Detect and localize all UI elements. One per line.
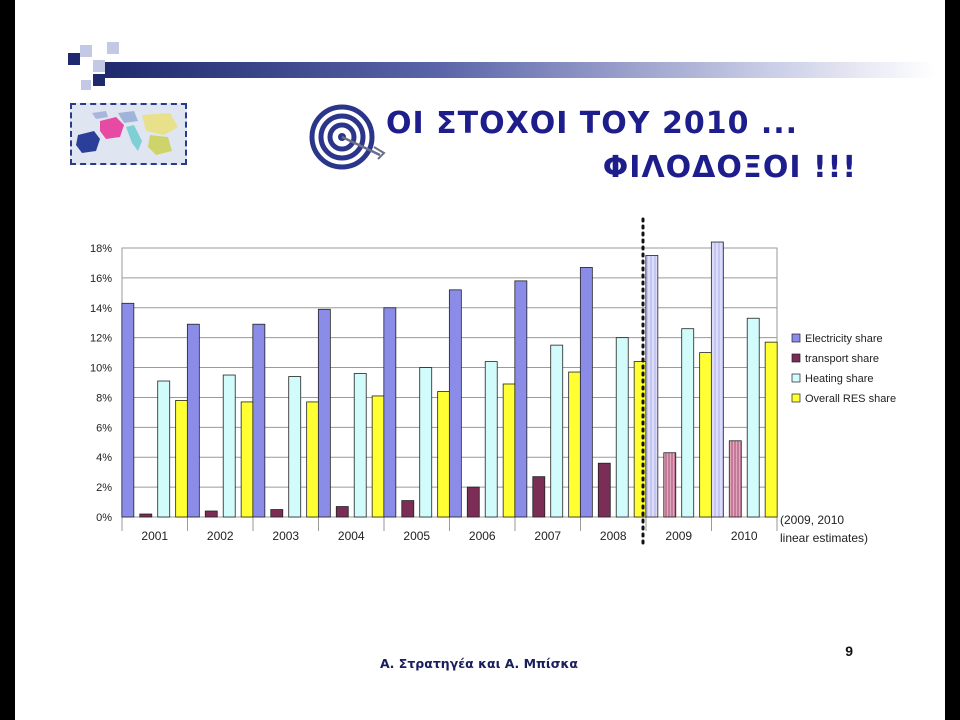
bar-electricity-share <box>121 302 135 518</box>
bar-transport-share <box>270 509 284 518</box>
bar-electricity-share <box>383 307 397 518</box>
bar-heating-share <box>550 344 564 518</box>
bar-overall-res-share <box>437 391 451 518</box>
chart-svg: 0% 2% 4% 6% 8% 10% 12% 14% 16% 18% 2001 2002 2003 200… <box>90 217 896 545</box>
annotation-line1: (2009, 2010 <box>780 513 844 527</box>
x-tick-label: 2006 <box>469 529 496 543</box>
bar-transport-share <box>532 476 546 518</box>
legend-swatch <box>791 353 801 363</box>
bar-heating-share <box>681 328 695 518</box>
bar-heating-share <box>157 380 171 518</box>
y-tick-label: 6% <box>96 422 112 434</box>
bar-electricity-share <box>317 308 331 518</box>
y-tick-label: 12% <box>90 333 112 345</box>
bar-electricity-share <box>252 323 266 518</box>
bar-electricity-share <box>186 323 200 518</box>
bar-overall-res-share <box>371 395 385 518</box>
bar-overall-res-share <box>502 383 516 518</box>
bar-transport-share <box>466 486 480 518</box>
slide-title-line2: ΦΙΛΟΔΟΞΟΙ !!! <box>602 150 857 185</box>
x-tick-label: 2010 <box>731 529 758 543</box>
bar-transport-share <box>401 500 415 518</box>
legend-swatch <box>791 393 801 403</box>
bar-overall-res-share <box>699 352 713 518</box>
bar-transport-share <box>204 510 218 518</box>
res-share-chart: 0% 2% 4% 6% 8% 10% 12% 14% 16% 18% 2001 2002 2003 200… <box>50 213 930 555</box>
deco-square-4 <box>107 42 119 54</box>
bar-heating-share <box>615 337 629 518</box>
page-number: 9 <box>845 643 853 659</box>
header-band <box>105 62 935 78</box>
legend-swatch <box>791 333 801 343</box>
bar-electricity-share <box>514 280 528 518</box>
bar-heating-share <box>222 374 236 518</box>
y-tick-label: 0% <box>96 512 112 524</box>
deco-square-1 <box>68 53 80 65</box>
bar-transport-share <box>597 462 611 518</box>
x-tick-label: 2005 <box>403 529 430 543</box>
slide: ΟΙ ΣΤΟΧΟΙ ΤΟΥ 2010 ... ΦΙΛΟΔΟΞΟΙ !!! 0% 2… <box>15 0 945 720</box>
y-tick-label: 8% <box>96 392 112 404</box>
legend-label: Heating share <box>805 373 874 385</box>
bar-transport-share <box>335 506 349 518</box>
bar-electricity-share <box>579 267 593 518</box>
bar-overall-res-share <box>306 401 320 518</box>
bar-electricity-share <box>645 255 659 518</box>
bar-heating-share <box>484 361 498 518</box>
bar-heating-share <box>288 376 302 518</box>
bar-overall-res-share <box>764 341 778 518</box>
y-tick-label: 2% <box>96 482 112 494</box>
deco-square-2 <box>80 45 92 57</box>
y-tick-label: 16% <box>90 273 112 285</box>
bar-transport-share <box>728 440 742 518</box>
legend-label: transport share <box>805 353 879 365</box>
legend-label: Electricity share <box>805 333 883 345</box>
slide-title-line1: ΟΙ ΣΤΟΧΟΙ ΤΟΥ 2010 ... <box>386 106 799 141</box>
x-tick-label: 2002 <box>207 529 234 543</box>
bar-heating-share <box>419 367 433 518</box>
bar-heating-share <box>353 373 367 518</box>
x-tick-label: 2008 <box>600 529 627 543</box>
bar-overall-res-share <box>175 400 189 518</box>
annotation-line2: linear estimates) <box>780 531 868 545</box>
x-tick-label: 2001 <box>141 529 168 543</box>
bar-electricity-share <box>448 289 462 518</box>
y-tick-label: 10% <box>90 363 112 375</box>
x-tick-label: 2007 <box>534 529 561 543</box>
europe-map-thumbnail <box>70 103 187 165</box>
bar-transport-share <box>139 513 153 518</box>
x-tick-label: 2009 <box>665 529 692 543</box>
x-tick-label: 2003 <box>272 529 299 543</box>
y-tick-label: 14% <box>90 303 112 315</box>
bar-electricity-share <box>710 241 724 518</box>
bar-heating-share <box>746 317 760 518</box>
footer-authors: Α. Στρατηγέα και Α. Μπίσκα <box>380 656 578 671</box>
legend-label: Overall RES share <box>805 393 896 405</box>
bar-overall-res-share <box>568 371 582 518</box>
y-tick-label: 4% <box>96 452 112 464</box>
target-icon <box>309 104 386 170</box>
deco-square-6 <box>81 80 91 90</box>
deco-square-5 <box>93 74 105 86</box>
bar-transport-share <box>663 452 677 518</box>
x-tick-label: 2004 <box>338 529 365 543</box>
bar-overall-res-share <box>240 401 254 518</box>
deco-square-3 <box>93 60 105 72</box>
legend-swatch <box>791 373 801 383</box>
y-tick-label: 18% <box>90 243 112 255</box>
